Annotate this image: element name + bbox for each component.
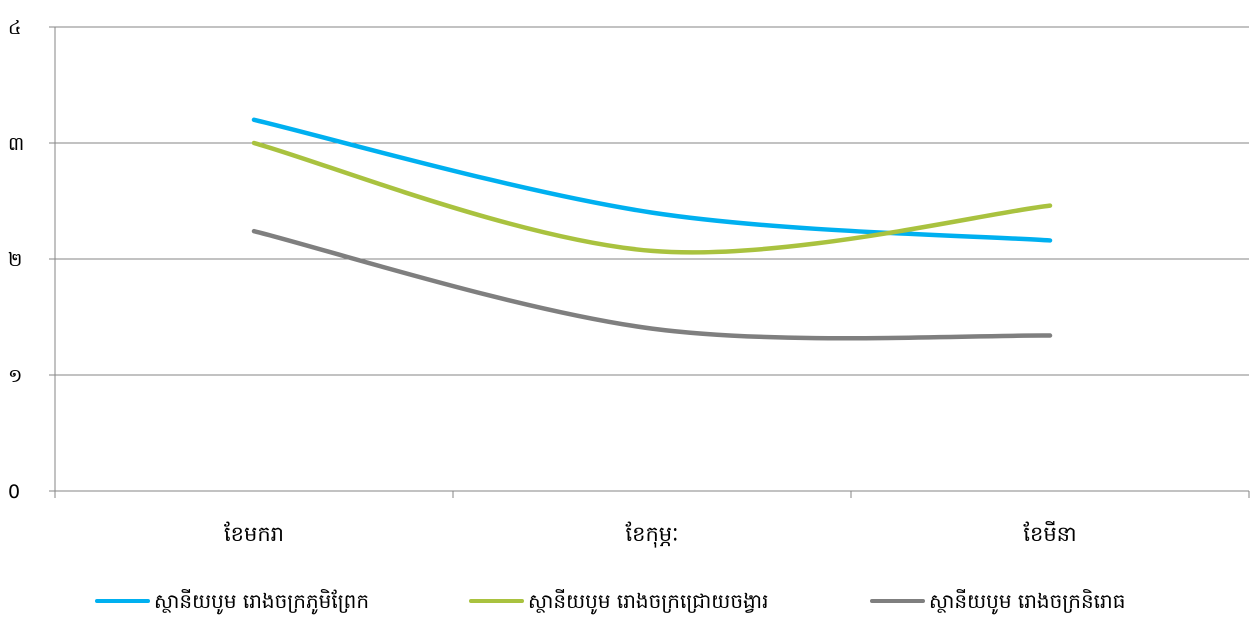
legend-label-phum-prek: ស្ថានីយបូម រោងចក្រភូមិព្រែក [154,589,370,613]
legend-swatch-chroy-changvar [469,599,524,603]
legend-swatch-phum-prek [95,599,150,603]
series-line-2 [251,228,1053,341]
chart-legend: ស្ថានីយបូម រោងចក្រភូមិព្រែក ស្ថានីយបូម រ… [0,583,1255,619]
y-tick-label-0: 0 [8,481,20,503]
legend-label-nirouth: ស្ថានីយបូម រោងចក្រនិរោធ [929,589,1126,613]
legend-item-phum-prek: ស្ថានីយបូម រោងចក្រភូមិព្រែក [95,583,369,619]
y-tick-label-3: ៣ [8,133,24,155]
legend-label-chroy-changvar: ស្ថានីយបូម រោងចក្រជ្រោយចង្វារ [528,589,769,613]
y-tick-label-2: ២ [8,249,22,271]
y-tick-label-1: ១ [8,365,22,387]
legend-item-chroy-changvar: ស្ថានីយបូម រោងចក្រជ្រោយចង្វារ [469,583,768,619]
x-tick-label-1: ខែកុម្ភៈ [625,521,678,548]
x-tick-label-0: ខែមករា [224,521,284,546]
series-line-0 [251,117,1053,243]
legend-swatch-nirouth [870,599,925,603]
line-chart: 0 ១ ២ ៣ ៤ខែមករា ខែកុម្ភៈ ខែមីនា [8,17,1250,548]
legend-item-nirouth: ស្ថានីយបូម រោងចក្រនិរោធ [870,583,1125,619]
y-tick-label-4: ៤ [8,17,21,39]
series-line-1 [251,140,1053,255]
x-tick-label-2: ខែមីនា [1023,521,1076,546]
